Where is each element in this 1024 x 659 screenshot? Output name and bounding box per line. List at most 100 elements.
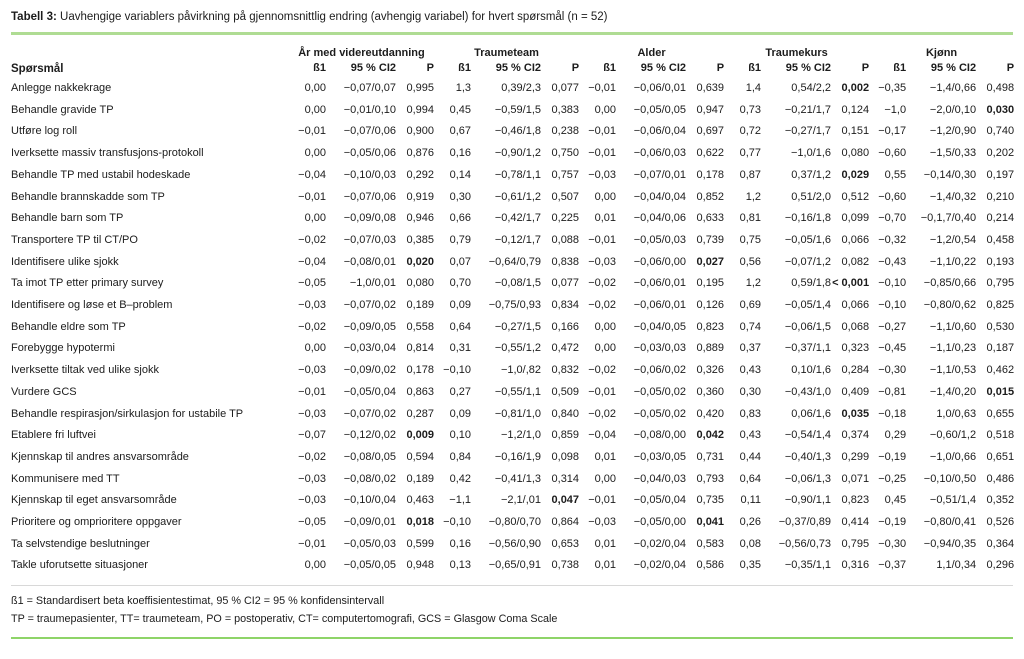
- value-cell-ci: −0,06/0,01: [633, 299, 687, 312]
- table-row: Behandle brannskadde som TP −0,01 −0,07/0,…: [11, 187, 1014, 209]
- value-cell-b1: 0,45: [449, 103, 472, 116]
- question-cell: Vurdere GCS: [11, 385, 77, 398]
- value-cell-b1: 0,79: [449, 233, 472, 246]
- value-cell-b1: −0,03: [298, 472, 326, 485]
- footnote-definitions-abbrev: TP = traumepasienter, TT= traumeteam, PO…: [11, 613, 558, 626]
- value-cell-p: 0,187: [986, 342, 1015, 355]
- value-cell-p: 0,639: [696, 82, 725, 94]
- value-cell-p: 0,316: [841, 559, 870, 572]
- value-cell-b1: 0,00: [594, 320, 617, 333]
- value-cell-ci: −0,09/0,08: [343, 212, 396, 225]
- value-cell-ci: −0,85/0,66: [923, 277, 977, 290]
- value-cell-ci: −0,16/1,9: [494, 450, 542, 463]
- value-cell-p: 0,189: [406, 472, 435, 485]
- value-cell-ci: −1,1/0,22: [929, 255, 977, 268]
- value-cell-b1: −0,03: [588, 255, 617, 268]
- value-cell-ci: −1,1/0,23: [929, 342, 977, 355]
- value-cell-ci: −1,0/0,66: [929, 450, 977, 463]
- subheader-p: P: [426, 61, 435, 74]
- value-cell-p: 0,530: [986, 320, 1015, 333]
- footnote-divider-line: [11, 585, 1013, 587]
- value-cell-p: 0,151: [841, 125, 870, 138]
- subheader-ci: 95 % CI2: [785, 61, 832, 74]
- value-cell-b1: 0,00: [304, 82, 326, 94]
- value-cell-ci: −0,06/0,03: [633, 147, 687, 160]
- question-cell: Kjennskap til andres ansvarsområde: [11, 450, 189, 463]
- value-cell-b1: −0,35: [878, 82, 907, 94]
- value-cell-p: 0,238: [551, 125, 580, 138]
- table-title: Tabell 3: Uavhengige variablers påvirkni…: [11, 0, 1013, 25]
- value-cell-ci: −0,06/0,02: [633, 364, 687, 377]
- value-cell-p: 0,047: [551, 494, 580, 507]
- value-cell-ci: −0,02/0,04: [633, 559, 687, 572]
- value-cell-ci: −1,4/0,32: [929, 190, 977, 203]
- value-cell-b1: 0,00: [304, 559, 326, 572]
- value-cell-ci: −1,2/1,0: [500, 429, 542, 442]
- value-cell-b1: 0,67: [449, 125, 472, 138]
- table-row: Behandle eldre som TP −0,02 −0,09/0,05 0,55…: [11, 317, 1014, 339]
- value-cell-p: 0,738: [551, 559, 580, 572]
- value-cell-ci: −0,80/0,70: [488, 516, 542, 529]
- value-cell-ci: −0,03/0,05: [633, 450, 687, 463]
- value-cell-ci: −0,65/0,91: [488, 559, 542, 572]
- column-group-ar-med-videreutdanning: År med videreutdanning: [298, 47, 425, 59]
- value-cell-ci: −0,05/0,04: [633, 494, 687, 507]
- value-cell-b1: 0,16: [449, 537, 472, 550]
- value-cell-p: 0,374: [841, 429, 870, 442]
- value-cell-ci: −1,4/0,66: [929, 82, 977, 94]
- value-cell-ci: −0,16/1,8: [784, 212, 832, 225]
- value-cell-p: 0,287: [406, 407, 435, 420]
- value-cell-b1: 0,16: [449, 147, 472, 160]
- value-cell-ci: −0,06/0,04: [633, 125, 687, 138]
- value-cell-b1: 0,55: [884, 168, 907, 181]
- value-cell-b1: −0,04: [298, 168, 326, 181]
- value-cell-p: 0,876: [406, 147, 435, 160]
- value-cell-p: 0,814: [406, 342, 435, 355]
- value-cell-ci: −0,55/1,2: [494, 342, 542, 355]
- subheader-b1: ß1: [603, 61, 617, 74]
- value-cell-b1: −0,01: [298, 190, 326, 203]
- value-cell-p: 0,314: [551, 472, 580, 485]
- value-cell-p: 0,995: [406, 82, 435, 94]
- value-cell-b1: 0,64: [449, 320, 472, 333]
- table-row: Kommunisere med TT −0,03 −0,08/0,02 0,189 0,…: [11, 469, 1014, 491]
- subheader-ci: 95 % CI2: [930, 61, 977, 74]
- value-cell-ci: −0,05/0,03: [343, 537, 396, 550]
- value-cell-p: 0,498: [986, 82, 1015, 94]
- value-cell-b1: −0,60: [878, 147, 907, 160]
- question-cell: Behandle barn som TP: [11, 212, 124, 225]
- value-cell-ci: 0,10/1,6: [791, 364, 832, 377]
- value-cell-p: 0,558: [406, 320, 435, 333]
- value-cell-b1: −0,45: [878, 342, 907, 355]
- value-cell-p: 0,472: [551, 342, 580, 355]
- value-cell-p: 0,077: [551, 277, 580, 290]
- question-cell: Ta imot TP etter primary survey: [11, 277, 164, 290]
- question-cell: Kjennskap til eget ansvarsområde: [11, 494, 177, 507]
- value-cell-b1: 0,64: [739, 472, 762, 485]
- value-cell-ci: −0,81/1,0: [494, 407, 542, 420]
- value-cell-ci: −0,94/0,35: [923, 537, 977, 550]
- value-cell-ci: −0,05/0,04: [343, 385, 396, 398]
- value-cell-p: 0,947: [696, 103, 725, 116]
- value-cell-p: 0,697: [696, 125, 725, 138]
- value-cell-b1: 0,00: [594, 103, 617, 116]
- value-cell-b1: 0,00: [594, 472, 617, 485]
- value-cell-p: 0,946: [406, 212, 435, 225]
- value-cell-b1: 0,00: [304, 212, 326, 225]
- value-cell-b1: 0,01: [594, 212, 617, 225]
- table-row: Vurdere GCS −0,01 −0,05/0,04 0,863 0,27 −0,55…: [11, 382, 1014, 404]
- value-cell-p: 0,383: [551, 103, 580, 116]
- value-cell-b1: −0,60: [878, 190, 907, 203]
- value-cell-b1: 0,31: [449, 342, 472, 355]
- value-cell-ci: −0,04/0,06: [633, 212, 687, 225]
- value-cell-ci: −0,07/0,06: [343, 125, 396, 138]
- question-cell: Prioritere og omprioritere oppgaver: [11, 516, 182, 529]
- subheader-ci: 95 % CI2: [350, 61, 396, 74]
- value-cell-p: 0,462: [986, 364, 1015, 377]
- value-cell-b1: −0,03: [588, 516, 617, 529]
- table-row: Iverksette tiltak ved ulike sjokk −0,03 −0…: [11, 360, 1014, 382]
- question-cell: Iverksette tiltak ved ulike sjokk: [11, 364, 159, 377]
- value-cell-p: 0,486: [986, 472, 1015, 485]
- table-row: Ta imot TP etter primary survey −0,05 −1,0…: [11, 273, 1014, 295]
- value-cell-p: 0,655: [986, 407, 1015, 420]
